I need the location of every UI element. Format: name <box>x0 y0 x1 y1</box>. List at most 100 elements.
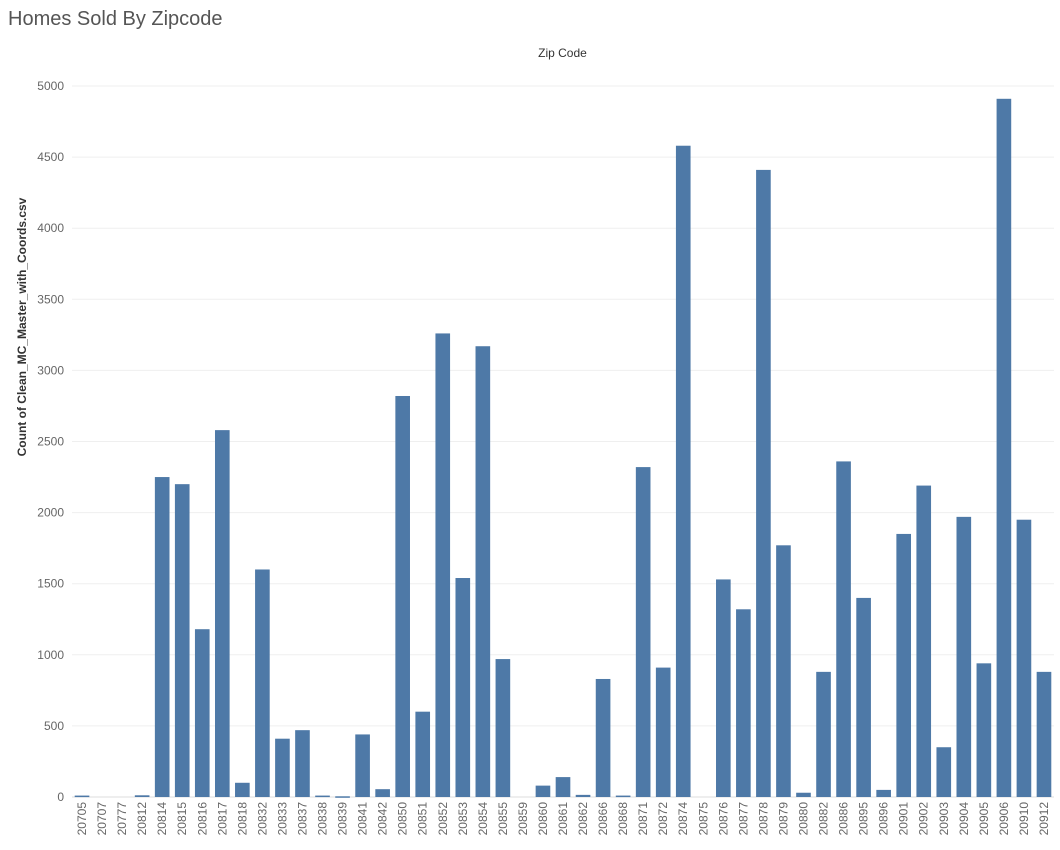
y-tick-label: 0 <box>57 790 64 804</box>
bar-20854[interactable] <box>475 346 491 797</box>
y-tick-label: 5000 <box>37 79 64 93</box>
bar-20814[interactable] <box>154 477 170 797</box>
bar-20841[interactable] <box>355 734 370 797</box>
x-tick-label: 20871 <box>636 802 650 836</box>
x-tick-label: 20705 <box>75 802 89 836</box>
bar-20906[interactable] <box>996 98 1012 798</box>
bars <box>74 98 1052 798</box>
bar-20877[interactable] <box>736 609 751 797</box>
x-tick-label: 20878 <box>756 802 770 836</box>
x-tick-label: 20860 <box>536 802 550 836</box>
bar-20851[interactable] <box>415 711 431 797</box>
bar-20842[interactable] <box>375 789 390 797</box>
x-tick-label: 20866 <box>596 802 610 836</box>
bar-20818[interactable] <box>235 782 250 797</box>
bar-20833[interactable] <box>275 738 290 797</box>
x-tick-label: 20818 <box>235 802 249 836</box>
y-tick-label: 500 <box>44 719 64 733</box>
bar-20853[interactable] <box>455 578 471 797</box>
x-tick-label: 20817 <box>215 802 229 836</box>
bar-20855[interactable] <box>495 659 511 797</box>
bar-20816[interactable] <box>194 629 210 797</box>
bar-20910[interactable] <box>1016 519 1032 797</box>
bar-20812[interactable] <box>134 795 150 797</box>
x-tick-label: 20902 <box>917 802 931 836</box>
bar-20868[interactable] <box>615 795 631 798</box>
bar-20817[interactable] <box>214 430 230 797</box>
bar-20912[interactable] <box>1036 671 1052 797</box>
bar-20860[interactable] <box>535 785 551 797</box>
bar-20871[interactable] <box>635 467 651 797</box>
bar-20901[interactable] <box>896 533 912 797</box>
y-tick-label: 2500 <box>37 435 64 449</box>
bar-20905[interactable] <box>976 663 992 797</box>
y-tick-label: 1500 <box>37 577 64 591</box>
y-tick-label: 1000 <box>37 648 64 662</box>
x-tick-label: 20853 <box>456 802 470 836</box>
bar-20838[interactable] <box>315 795 330 798</box>
bar-20872[interactable] <box>655 667 671 797</box>
x-tick-label: 20877 <box>736 802 750 836</box>
x-tick-label: 20861 <box>556 802 570 836</box>
x-tick-label: 20896 <box>877 802 891 836</box>
y-tick-label: 3500 <box>37 292 64 306</box>
bar-20832[interactable] <box>255 569 270 797</box>
bar-20705[interactable] <box>74 795 90 798</box>
x-tick-label: 20901 <box>897 802 911 836</box>
x-tick-label: 20906 <box>997 802 1011 836</box>
x-tick-label: 20880 <box>796 802 810 836</box>
x-tick-label: 20895 <box>857 802 871 836</box>
y-tick-label: 4000 <box>37 221 64 235</box>
bar-20839[interactable] <box>335 796 350 798</box>
bar-20874[interactable] <box>675 145 691 797</box>
x-tick-label: 20876 <box>716 802 730 836</box>
x-tick-label: 20874 <box>676 802 690 836</box>
bar-20862[interactable] <box>575 794 591 797</box>
x-tick-label: 20815 <box>175 802 189 836</box>
x-tick-label: 20852 <box>436 802 450 836</box>
bar-20886[interactable] <box>836 461 851 797</box>
x-tick-label: 20882 <box>817 802 831 836</box>
x-tick-label: 20777 <box>115 802 129 836</box>
bar-20896[interactable] <box>876 789 891 797</box>
x-tick-label: 20872 <box>656 802 670 836</box>
column-header: Zip Code <box>538 46 587 60</box>
bar-20861[interactable] <box>555 777 571 797</box>
bar-20904[interactable] <box>956 516 972 797</box>
x-tick-label: 20862 <box>576 802 590 836</box>
bar-20880[interactable] <box>796 792 811 797</box>
x-tick-label: 20904 <box>957 802 971 836</box>
x-tick-label: 20850 <box>396 802 410 836</box>
bar-20878[interactable] <box>756 169 771 797</box>
x-tick-label: 20837 <box>295 802 309 836</box>
bar-20876[interactable] <box>716 579 731 797</box>
bar-20895[interactable] <box>856 597 871 797</box>
chart-title: Homes Sold By Zipcode <box>8 8 223 30</box>
y-tick-label: 3000 <box>37 363 64 377</box>
bar-20879[interactable] <box>776 545 791 797</box>
x-tick-label: 20833 <box>275 802 289 836</box>
bar-20903[interactable] <box>936 747 952 797</box>
x-tick-label: 20841 <box>356 802 370 836</box>
bar-20850[interactable] <box>395 395 410 797</box>
bar-20882[interactable] <box>816 671 831 797</box>
y-tick-label: 4500 <box>37 150 64 164</box>
bar-20837[interactable] <box>295 730 310 797</box>
x-tick-label: 20868 <box>616 802 630 836</box>
x-tick-label: 20905 <box>977 802 991 836</box>
bar-20815[interactable] <box>174 484 190 797</box>
x-tick-label: 20879 <box>776 802 790 836</box>
x-tick-label: 20851 <box>416 802 430 836</box>
gridlines <box>72 85 1054 798</box>
y-axis-ticks: 0 500 1000 1500 2000 2500 3000 3500 4000 4500 5000 <box>37 79 64 804</box>
x-tick-label: 20875 <box>696 802 710 836</box>
x-tick-label: 20812 <box>135 802 149 836</box>
x-tick-label: 20707 <box>95 802 109 836</box>
bar-20902[interactable] <box>916 485 932 797</box>
x-tick-label: 20910 <box>1017 802 1031 836</box>
bar-20866[interactable] <box>595 678 611 797</box>
x-tick-label: 20842 <box>376 802 390 836</box>
x-tick-label: 20903 <box>937 802 951 836</box>
bar-20852[interactable] <box>435 333 451 797</box>
